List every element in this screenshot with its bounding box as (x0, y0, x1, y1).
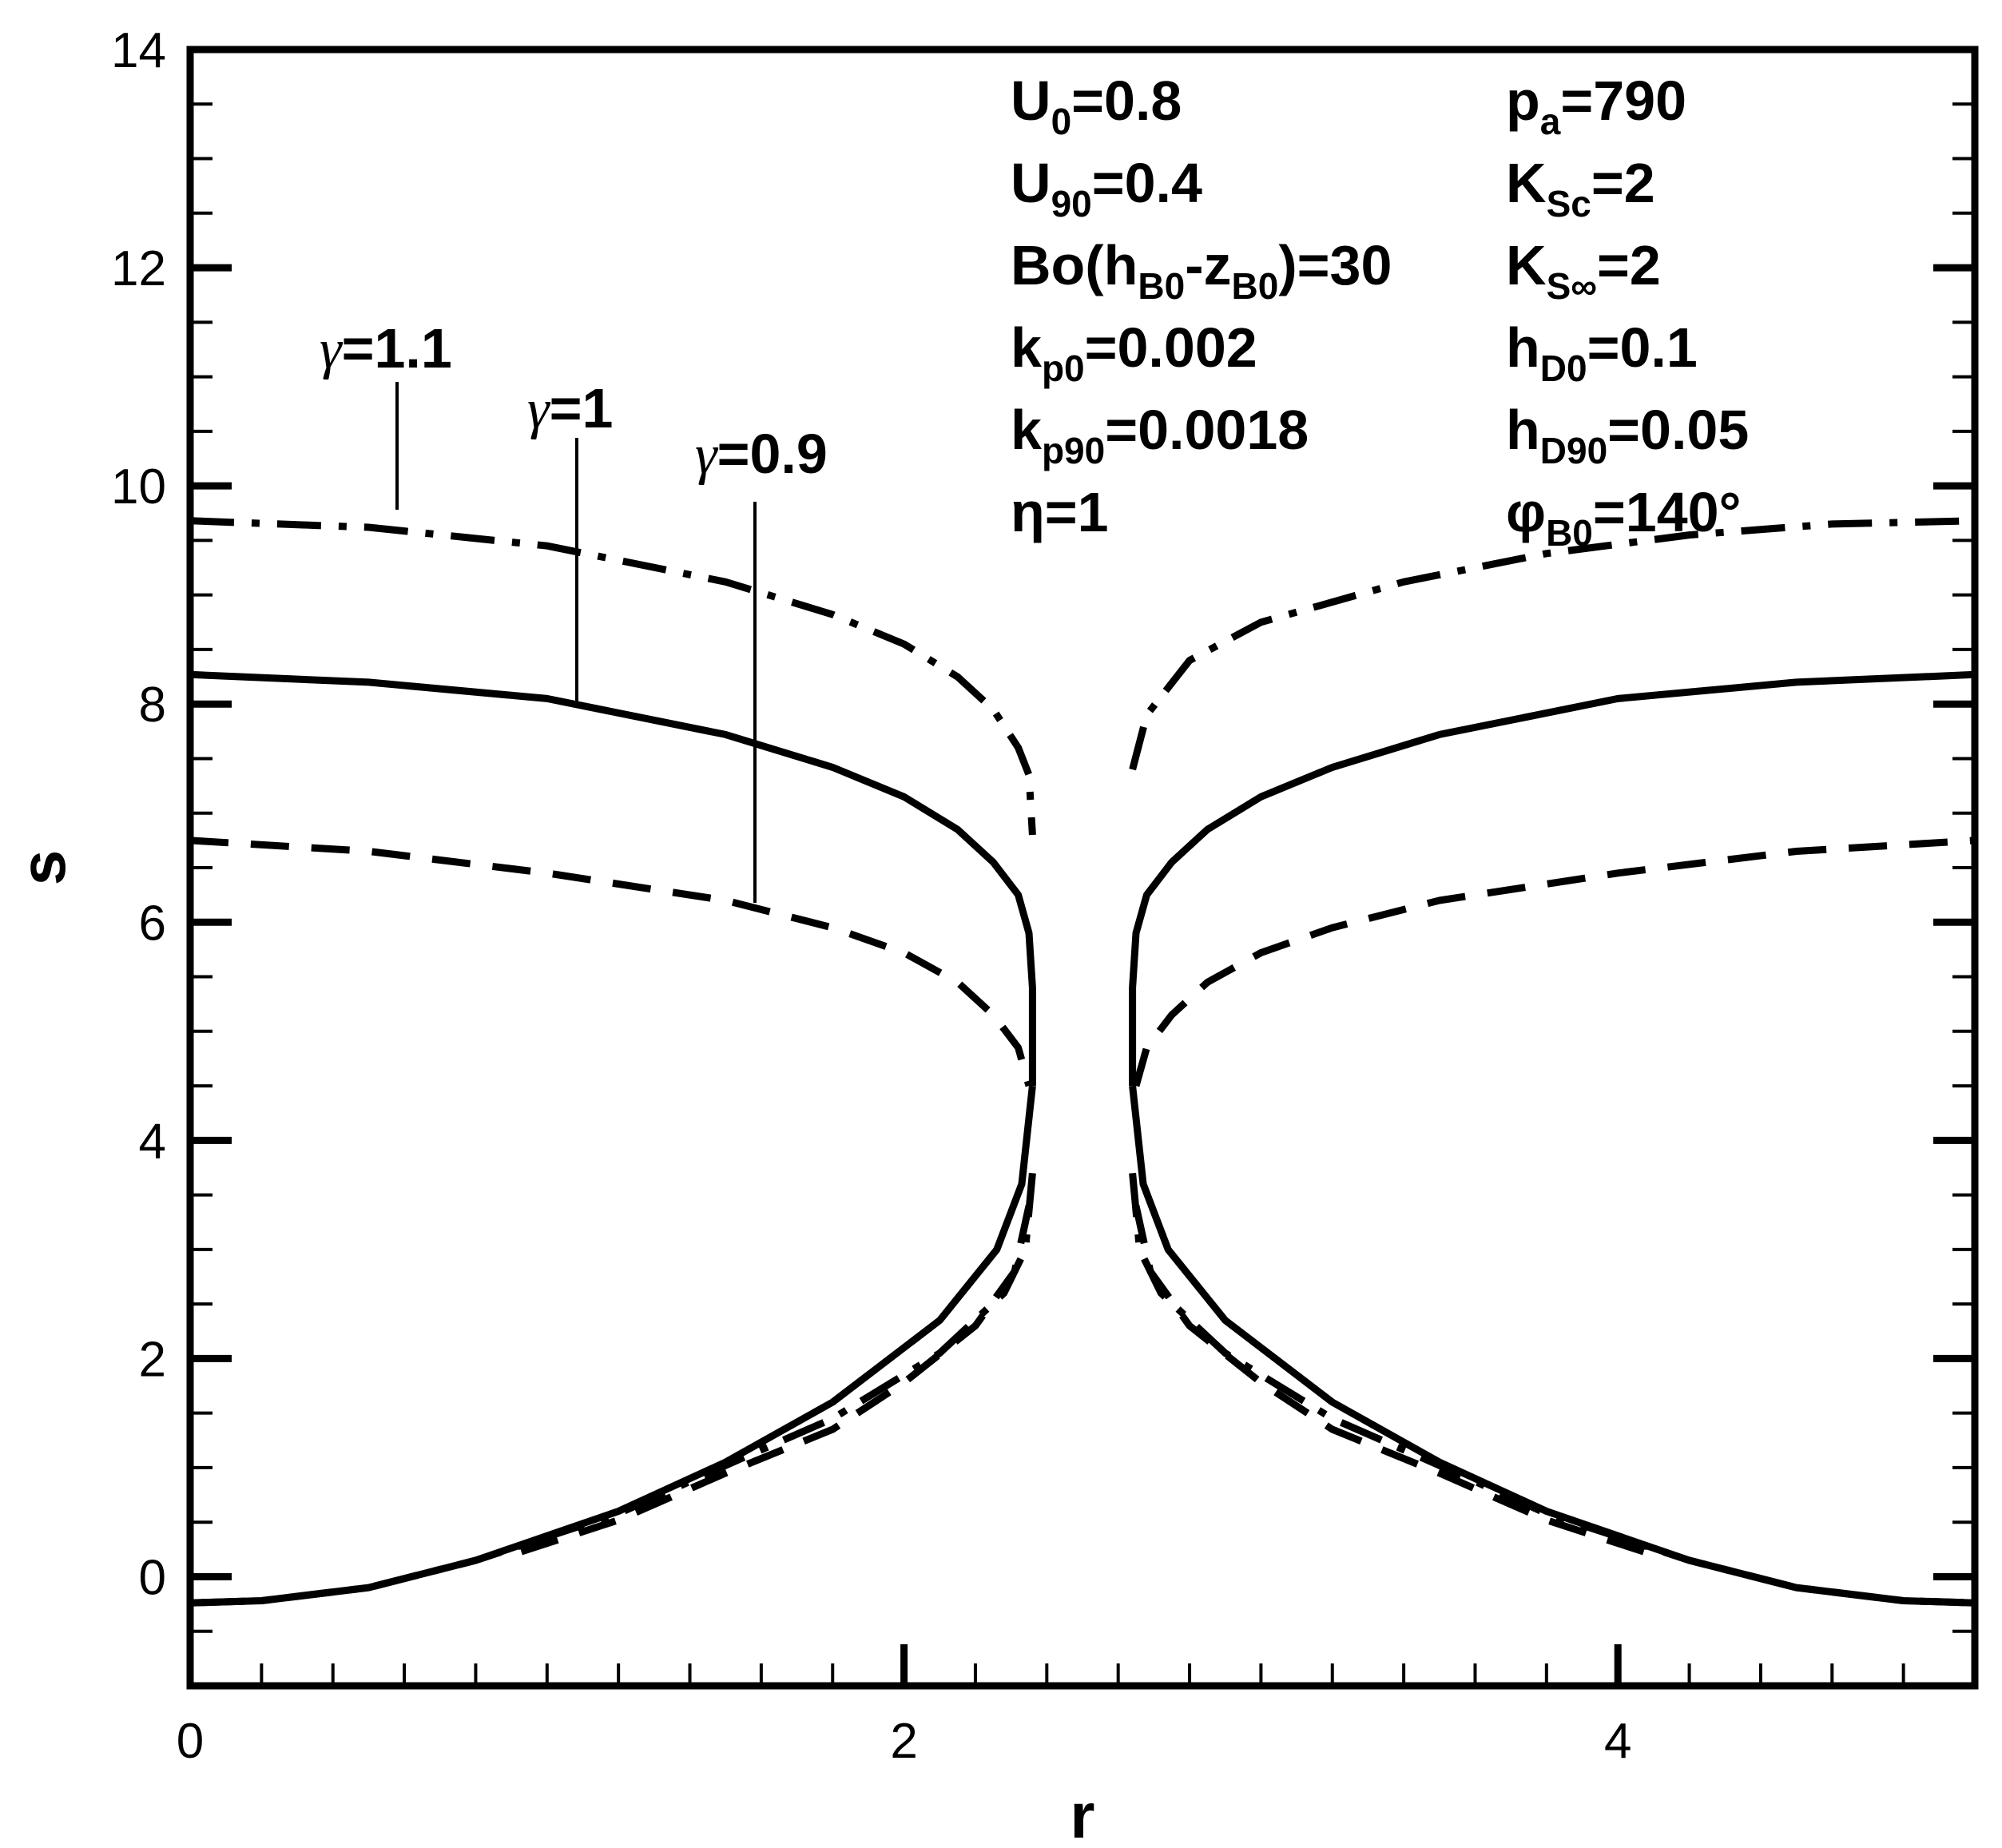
gamma-1-1-curve-lower-left (189, 1172, 1036, 1607)
parameter-label: U90=0.4 (1011, 152, 1202, 225)
parameter-label: hD90=0.05 (1506, 399, 1749, 471)
gamma-annotation: γ=1 (527, 377, 613, 440)
gamma-0-9-curve-upper-left (189, 837, 1033, 1087)
gamma-1-1-curve-upper-left (189, 517, 1036, 836)
parameter-label: kp0=0.002 (1011, 316, 1257, 389)
gamma-annotation: γ=0.9 (695, 423, 828, 486)
y-axis-label: s (7, 850, 78, 886)
gamma-annotations: γ=1.1 γ=1 γ=0.9 (320, 317, 828, 903)
tick-labels: 0 2 4 0 2 4 6 8 10 12 14 (111, 23, 1631, 1769)
x-tick-label: 2 (890, 1714, 917, 1769)
y-tick-label: 2 (139, 1332, 166, 1387)
parameter-label: KSc=2 (1506, 152, 1655, 225)
parameter-label: U0=0.8 (1011, 70, 1182, 142)
y-tick-label: 8 (139, 678, 166, 733)
gamma-1-curve-upper-left (189, 670, 1036, 1087)
gamma-1-curve-lower-left (189, 1085, 1036, 1607)
parameter-label: hD0=0.1 (1506, 316, 1698, 389)
curves-layer (189, 517, 1976, 1607)
parameter-label: pa=790 (1506, 70, 1686, 142)
ticks-layer (186, 46, 1976, 1687)
gamma-0-9-curve-lower-left (510, 1205, 1033, 1559)
x-tick-label: 0 (177, 1714, 204, 1769)
x-tick-label: 4 (1604, 1714, 1631, 1769)
gamma-1-curve-lower-right (1129, 1085, 1976, 1607)
gamma-1-1-curve-lower-right (1129, 1172, 1976, 1607)
gamma-annotation: γ=1.1 (320, 317, 452, 380)
parameter-label: Bo(hB0-zB0)=30 (1011, 234, 1392, 307)
parameter-label: η=1 (1011, 481, 1109, 543)
gamma-0-9-curve-upper-right (1132, 837, 1976, 1087)
parameter-label: φB0=140° (1506, 481, 1742, 554)
parameter-label: KS∞=2 (1506, 234, 1661, 307)
gamma-0-9-curve-lower-right (1132, 1205, 1655, 1559)
parameter-block: U0=0.8 U90=0.4 Bo(hB0-zB0)=30 kp0=0.002 kp90… (1011, 70, 1749, 554)
plot-frame (186, 46, 1979, 1690)
y-tick-label: 0 (139, 1550, 166, 1605)
y-tick-label: 10 (111, 459, 166, 515)
y-tick-label: 12 (111, 241, 166, 296)
y-tick-label: 14 (111, 23, 166, 78)
gamma-1-curve-upper-right (1129, 670, 1976, 1087)
x-axis-label: r (1070, 1780, 1094, 1848)
parameter-label: kp90=0.0018 (1011, 399, 1309, 471)
y-tick-label: 4 (139, 1114, 166, 1169)
gamma-1-1-curve-upper-right (1129, 517, 1976, 771)
y-tick-label: 6 (139, 896, 166, 951)
